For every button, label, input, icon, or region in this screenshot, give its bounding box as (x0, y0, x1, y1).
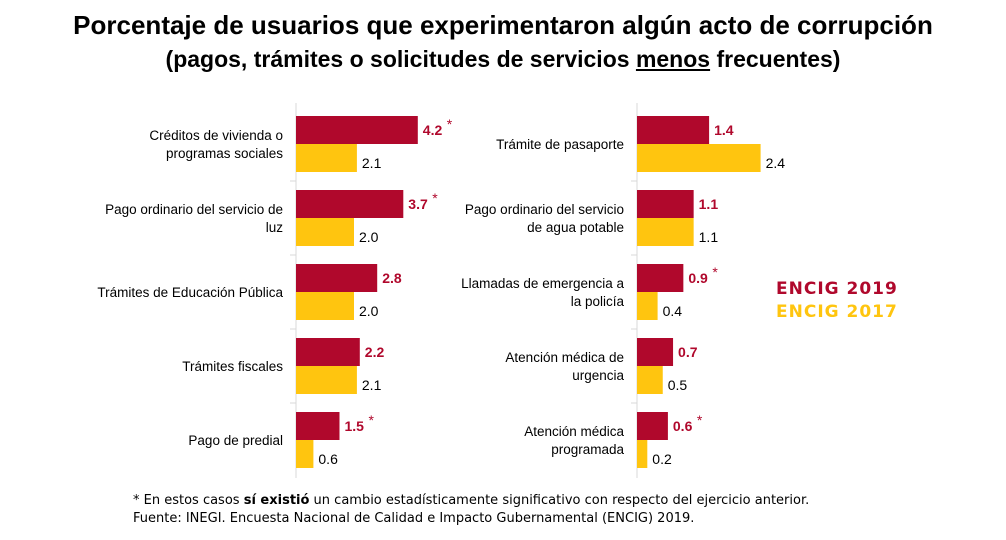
data-label: 1.1 (699, 229, 719, 245)
data-label: 0.4 (663, 303, 683, 319)
source-note: Fuente: INEGI. Encuesta Nacional de Cali… (133, 511, 695, 526)
data-label: 2.1 (362, 377, 382, 393)
category-label: la policía (571, 294, 625, 309)
bar-encig-2019 (296, 338, 360, 366)
bar-encig-2017 (637, 144, 761, 172)
data-label: 1.5 (345, 418, 365, 434)
category-label: Pago ordinario del servicio de (105, 202, 283, 217)
bar-encig-2017 (296, 218, 354, 246)
bar-encig-2019 (296, 264, 378, 292)
category-label: Créditos de vivienda o (149, 128, 283, 143)
data-label: 0.2 (652, 451, 672, 467)
legend-item-2019: ENCIG 2019 (776, 279, 898, 299)
bar-encig-2019 (296, 190, 404, 218)
data-label: 1.1 (699, 196, 719, 212)
data-label: 0.6 (318, 451, 338, 467)
category-label: Trámites de Educación Pública (97, 285, 283, 300)
bar-encig-2017 (296, 292, 354, 320)
category-label: Llamadas de emergencia a (461, 276, 624, 291)
data-label: 0.6 (673, 418, 693, 434)
data-label: 4.2 (423, 122, 443, 138)
category-label: luz (266, 220, 284, 235)
data-label: 2.2 (365, 344, 385, 360)
significance-marker: * (369, 412, 375, 428)
bar-encig-2019 (637, 412, 668, 440)
significance-marker: * (447, 116, 453, 132)
note-text: un cambio estadísticamente significativo… (309, 493, 810, 508)
bar-encig-2019 (296, 412, 340, 440)
footer: * En estos casos sí existió un cambio es… (133, 492, 809, 528)
data-label: 2.0 (359, 229, 379, 245)
bar-encig-2017 (296, 440, 314, 468)
significance-marker: * (432, 190, 438, 206)
bar-encig-2017 (296, 366, 357, 394)
significance-note: * En estos casos sí existió un cambio es… (133, 492, 809, 510)
note-text: * En estos casos (133, 493, 244, 508)
category-label: Atención médica de (505, 350, 624, 365)
category-label: de agua potable (527, 220, 624, 235)
chart-title: Porcentaje de usuarios que experimentaro… (73, 10, 933, 40)
note-bold: sí existió (243, 493, 310, 508)
category-label: Atención médica (524, 424, 624, 439)
chart-subtitle: (pagos, trámites o solicitudes de servic… (0, 46, 1006, 73)
data-label: 2.0 (359, 303, 379, 319)
bar-encig-2019 (637, 264, 684, 292)
category-label: programada (551, 442, 624, 457)
data-label: 2.1 (362, 155, 382, 171)
subtitle-part: frecuentes) (710, 46, 841, 72)
data-label: 3.7 (408, 196, 428, 212)
bar-encig-2019 (637, 116, 710, 144)
legend: ENCIG 2019 ENCIG 2017 (776, 278, 898, 324)
bar-encig-2019 (637, 190, 694, 218)
bar-encig-2017 (637, 440, 648, 468)
data-label: 0.7 (678, 344, 698, 360)
category-label: Trámites fiscales (182, 359, 283, 374)
bar-encig-2017 (637, 366, 663, 394)
category-label: Trámite de pasaporte (496, 137, 624, 152)
bar-encig-2017 (296, 144, 357, 172)
significance-marker: * (712, 264, 718, 280)
data-label: 0.9 (688, 270, 708, 286)
category-label: urgencia (572, 368, 624, 383)
category-label: Pago ordinario del servicio (465, 202, 624, 217)
data-label: 1.4 (714, 122, 734, 138)
bar-encig-2017 (637, 218, 694, 246)
bar-encig-2019 (296, 116, 418, 144)
bar-encig-2019 (637, 338, 674, 366)
category-label: Pago de predial (188, 433, 283, 448)
subtitle-part: (pagos, trámites o solicitudes de servic… (165, 46, 636, 72)
data-label: 2.4 (766, 155, 786, 171)
legend-item-2017: ENCIG 2017 (776, 302, 898, 322)
data-label: 2.8 (382, 270, 402, 286)
significance-marker: * (697, 412, 703, 428)
category-label: programas sociales (166, 146, 283, 161)
bar-encig-2017 (637, 292, 658, 320)
data-label: 0.5 (668, 377, 688, 393)
subtitle-emphasis: menos (635, 46, 711, 72)
